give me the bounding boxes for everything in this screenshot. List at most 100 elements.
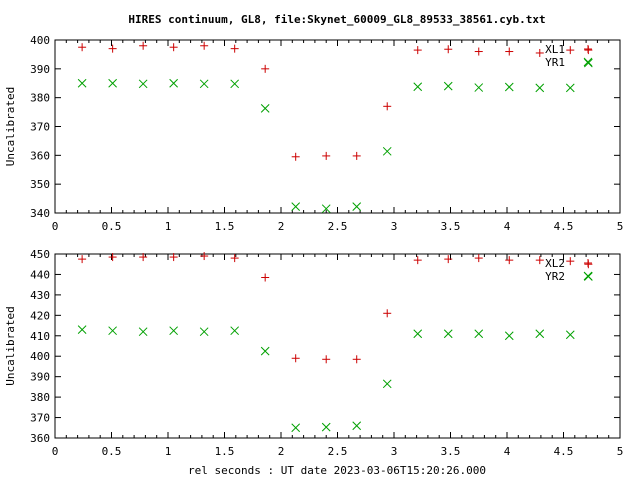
data-point — [474, 47, 483, 56]
data-point — [382, 146, 392, 156]
data-point — [321, 422, 331, 432]
y-tick-label: 360 — [30, 432, 50, 445]
data-point — [139, 41, 148, 50]
data-point — [261, 64, 270, 73]
data-point — [474, 329, 484, 339]
data-point — [108, 78, 117, 88]
y-tick-label: 400 — [30, 350, 50, 363]
data-point — [139, 253, 148, 262]
data-point — [260, 346, 270, 356]
data-point — [535, 329, 545, 339]
data-point — [474, 83, 484, 92]
data-point — [413, 329, 423, 339]
data-point — [108, 326, 117, 336]
data-point — [138, 327, 148, 337]
data-point — [504, 82, 514, 92]
y-tick-label: 420 — [30, 309, 50, 322]
series-xl2 — [78, 252, 593, 364]
data-point — [260, 103, 270, 113]
x-tick-label: 2.5 — [328, 445, 348, 458]
data-point — [200, 252, 209, 261]
data-point — [383, 309, 392, 318]
y-tick-label: 440 — [30, 268, 50, 281]
legend-label: XL2 — [545, 257, 565, 270]
y-tick-label: 360 — [30, 149, 50, 162]
legend-label: YR2 — [545, 270, 565, 283]
data-point — [535, 48, 544, 57]
y-tick-label: 390 — [30, 63, 50, 76]
data-point — [352, 151, 361, 160]
y-tick-label: 380 — [30, 92, 50, 105]
data-point — [78, 255, 87, 264]
series-yr2 — [77, 272, 593, 433]
data-point — [444, 255, 453, 264]
series-xl1 — [78, 41, 593, 161]
data-point — [383, 102, 392, 111]
data-point — [565, 330, 575, 340]
data-point — [535, 256, 544, 265]
legend-marker — [583, 57, 593, 67]
data-point — [230, 79, 240, 89]
x-tick-label: 1 — [165, 220, 172, 233]
data-point — [199, 79, 209, 89]
chart-title: HIRES continuum, GL8, file:Skynet_60009_… — [128, 13, 545, 26]
data-point — [291, 202, 301, 212]
x-tick-label: 3 — [391, 220, 398, 233]
data-point — [413, 256, 422, 265]
data-point — [443, 329, 453, 339]
data-point — [230, 254, 239, 263]
data-point — [230, 44, 239, 53]
y-tick-label: 430 — [30, 289, 50, 302]
x-tick-label: 0.5 — [102, 220, 122, 233]
data-point — [78, 43, 87, 52]
data-point — [322, 355, 331, 364]
data-point — [108, 44, 117, 53]
x-tick-label: 5 — [617, 445, 624, 458]
data-point — [505, 256, 514, 265]
y-tick-label: 450 — [30, 248, 50, 261]
plot-frame — [54, 253, 621, 439]
y-tick-label: 390 — [30, 371, 50, 384]
chart-panels: 0 0.5 1 1.5 2 2.5 3 3.5 4 4.5 53403503603703803904… — [4, 34, 623, 458]
legend-marker — [584, 45, 592, 53]
x-tick-label: 4.5 — [554, 220, 574, 233]
x-tick-label: 3.5 — [441, 445, 461, 458]
y-tick-label: 370 — [30, 121, 50, 134]
x-tick-label: 0 — [52, 445, 59, 458]
x-tick-label: 3 — [391, 445, 398, 458]
data-point — [504, 331, 514, 341]
data-point — [474, 254, 483, 263]
data-point — [199, 327, 209, 337]
x-tick-label: 2.5 — [328, 220, 348, 233]
data-point — [169, 326, 179, 336]
x-tick-label: 4 — [504, 445, 511, 458]
data-point — [77, 325, 87, 334]
data-point — [77, 78, 87, 88]
y-tick-label: 400 — [30, 34, 50, 47]
data-point — [138, 79, 148, 89]
y-axis-label: Uncalibrated — [4, 87, 17, 166]
data-point — [413, 82, 423, 92]
y-tick-label: 380 — [30, 391, 50, 404]
data-point — [352, 355, 361, 364]
data-point — [261, 273, 270, 282]
plot-frame — [54, 39, 621, 214]
data-point — [230, 326, 240, 336]
legend-marker — [584, 259, 592, 267]
data-point — [169, 78, 179, 88]
x-tick-label: 3.5 — [441, 220, 461, 233]
data-point — [321, 204, 331, 214]
data-point — [444, 45, 453, 54]
x-axis-label: rel seconds : UT date 2023-03-06T15:20:2… — [188, 464, 486, 477]
x-tick-label: 0 — [52, 220, 59, 233]
y-axis-label: Uncalibrated — [4, 306, 17, 385]
data-point — [566, 46, 575, 55]
data-point — [352, 202, 362, 212]
x-tick-label: 0.5 — [102, 445, 122, 458]
data-point — [413, 46, 422, 55]
data-point — [291, 152, 300, 161]
series-yr1 — [77, 58, 593, 214]
x-tick-label: 1.5 — [215, 220, 235, 233]
data-point — [108, 253, 117, 262]
